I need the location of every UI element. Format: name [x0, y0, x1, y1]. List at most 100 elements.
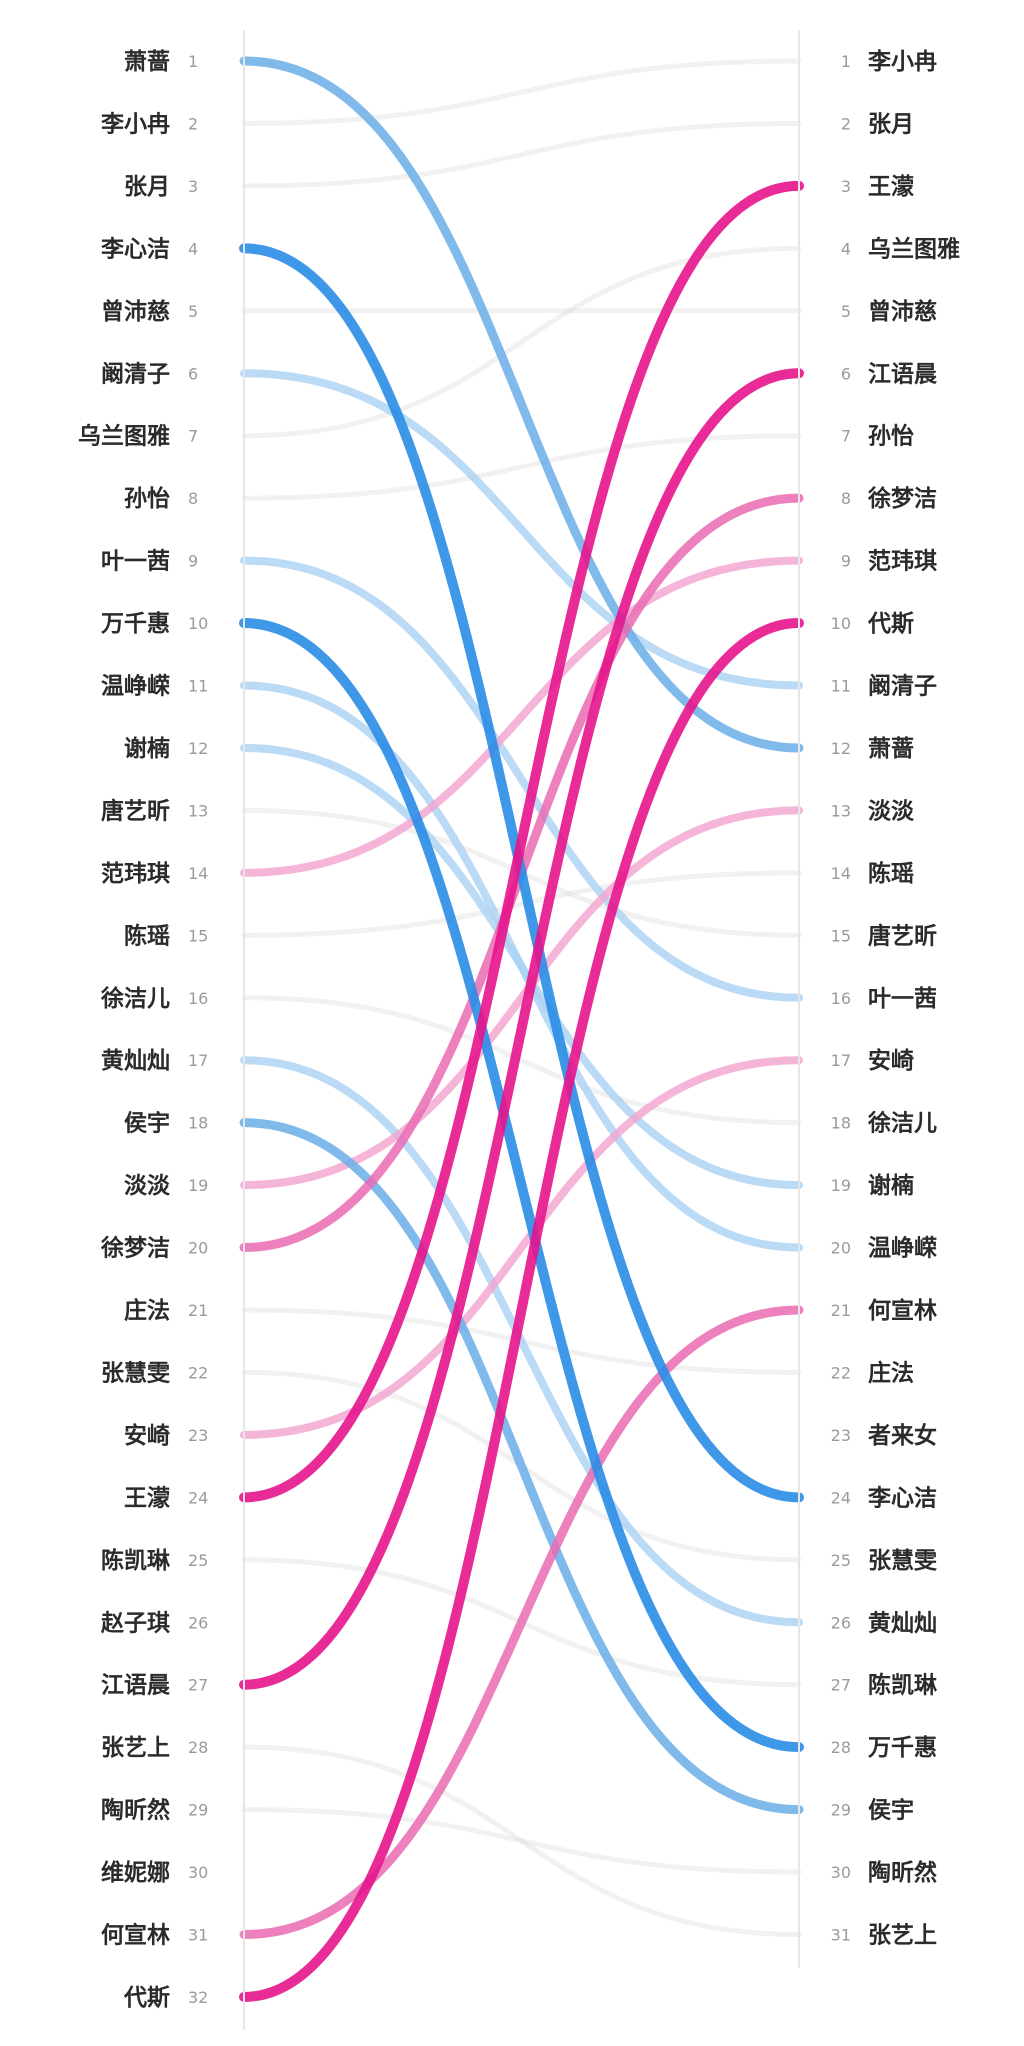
left-rank-label: 15 — [188, 926, 208, 945]
left-name-label: 孙怡 — [124, 485, 170, 512]
right-rank-label: 25 — [831, 1551, 851, 1570]
left-name-label: 徐梦洁 — [100, 1235, 170, 1262]
rank-link — [241, 58, 802, 126]
rank-link — [240, 556, 803, 877]
left-rank-label: 11 — [188, 677, 208, 696]
left-rank-label: 5 — [188, 302, 198, 321]
rank-link — [239, 368, 804, 1690]
right-name-label: 张月 — [868, 111, 914, 137]
left-name-label: 何宣林 — [101, 1922, 170, 1949]
left-name-label: 张月 — [124, 174, 170, 200]
left-name-label: 侯宇 — [124, 1111, 170, 1137]
right-name-label: 唐艺昕 — [868, 922, 937, 949]
right-rank-label: 6 — [841, 364, 851, 383]
right-rank-label: 23 — [831, 1426, 851, 1445]
left-rank-label: 12 — [188, 739, 208, 758]
right-rank-label: 5 — [841, 302, 851, 321]
rank-link — [239, 243, 804, 1503]
left-name-label: 唐艺昕 — [101, 797, 170, 824]
right-name-label: 江语晨 — [868, 361, 938, 387]
rank-link — [240, 1056, 803, 1627]
left-rank-label: 20 — [188, 1239, 208, 1258]
link-layer — [239, 56, 804, 2002]
left-rank-label: 1 — [188, 52, 198, 71]
right-name-label: 乌兰图雅 — [868, 235, 960, 262]
left-rank-label: 19 — [188, 1176, 208, 1195]
left-name-label: 安崎 — [124, 1422, 170, 1449]
right-name-label: 李心洁 — [868, 1485, 937, 1511]
left-rank-label: 8 — [188, 489, 198, 508]
right-name-label: 李小冉 — [868, 49, 937, 75]
right-rank-label: 20 — [831, 1239, 851, 1258]
left-rank-label: 26 — [188, 1613, 208, 1632]
right-name-label: 淡淡 — [868, 798, 915, 824]
right-rank-label: 21 — [831, 1301, 851, 1320]
right-name-label: 孙怡 — [868, 423, 914, 450]
right-name-label: 范玮琪 — [868, 549, 937, 575]
left-name-label: 阚清子 — [101, 360, 170, 387]
left-rank-label: 32 — [188, 1988, 208, 2007]
right-name-label: 陶昕然 — [868, 1859, 937, 1886]
left-rank-label: 27 — [188, 1676, 208, 1695]
right-rank-label: 26 — [831, 1613, 851, 1632]
left-name-label: 陶昕然 — [101, 1797, 170, 1824]
left-name-label: 李小冉 — [101, 111, 170, 137]
left-rank-label: 14 — [188, 864, 208, 883]
right-rank-label: 27 — [831, 1676, 851, 1695]
left-rank-label: 25 — [188, 1551, 208, 1570]
right-name-label: 侯宇 — [868, 1798, 914, 1824]
rank-link — [241, 433, 802, 501]
left-name-label: 乌兰图雅 — [78, 423, 170, 450]
left-name-label: 黄灿灿 — [101, 1048, 170, 1074]
right-rank-label: 18 — [831, 1114, 851, 1133]
rank-link — [241, 1744, 802, 1937]
left-name-label: 维妮娜 — [101, 1859, 170, 1886]
right-name-label: 萧蔷 — [868, 736, 914, 762]
left-rank-label: 30 — [188, 1863, 208, 1882]
right-rank-label: 17 — [831, 1051, 851, 1070]
left-name-label: 徐洁儿 — [100, 985, 170, 1012]
right-label-column: 1 李小冉 2 张月 3 王濛 4 乌兰图雅 5 曾沛慈 6 江语晨 7 孙怡 8 徐梦洁 9 范玮琪 10 代斯 11… — [831, 49, 960, 1949]
right-rank-label: 29 — [831, 1801, 851, 1820]
rank-link — [239, 1118, 804, 1815]
left-rank-label: 23 — [188, 1426, 208, 1445]
left-name-label: 王濛 — [124, 1484, 170, 1511]
left-name-label: 陈凯琳 — [101, 1547, 171, 1574]
left-name-label: 代斯 — [123, 1984, 170, 2011]
right-rank-label: 2 — [841, 114, 851, 133]
rank-link — [241, 120, 802, 189]
left-rank-label: 29 — [188, 1801, 208, 1820]
left-rank-label: 28 — [188, 1738, 208, 1757]
right-rank-label: 14 — [831, 864, 851, 883]
right-name-label: 叶一茜 — [868, 986, 937, 1012]
left-name-label: 庄法 — [124, 1297, 170, 1324]
right-name-label: 阚清子 — [868, 673, 937, 700]
left-name-label: 江语晨 — [101, 1673, 171, 1699]
right-name-label: 曾沛慈 — [868, 298, 937, 325]
left-rank-label: 3 — [188, 177, 198, 196]
right-rank-label: 9 — [841, 552, 851, 571]
rank-link — [239, 1305, 804, 1939]
right-rank-label: 12 — [831, 739, 851, 758]
left-rank-label: 9 — [188, 552, 198, 571]
left-name-label: 张艺上 — [101, 1735, 170, 1761]
left-rank-label: 13 — [188, 801, 208, 820]
left-rank-label: 10 — [188, 614, 208, 633]
right-rank-label: 10 — [831, 614, 851, 633]
left-rank-label: 18 — [188, 1114, 208, 1133]
right-rank-label: 1 — [841, 52, 851, 71]
rank-link — [240, 556, 803, 1002]
right-rank-label: 24 — [831, 1488, 851, 1507]
right-name-label: 庄法 — [868, 1359, 914, 1386]
left-rank-label: 2 — [188, 114, 198, 133]
left-name-label: 张慧雯 — [101, 1360, 170, 1386]
rank-link — [239, 180, 804, 1503]
right-rank-label: 13 — [831, 801, 851, 820]
left-name-label: 温峥嵘 — [101, 673, 170, 700]
right-rank-label: 11 — [831, 677, 851, 696]
right-rank-label: 31 — [831, 1926, 851, 1945]
right-name-label: 黄灿灿 — [868, 1610, 937, 1636]
right-name-label: 张艺上 — [868, 1923, 937, 1949]
left-rank-label: 24 — [188, 1488, 208, 1507]
